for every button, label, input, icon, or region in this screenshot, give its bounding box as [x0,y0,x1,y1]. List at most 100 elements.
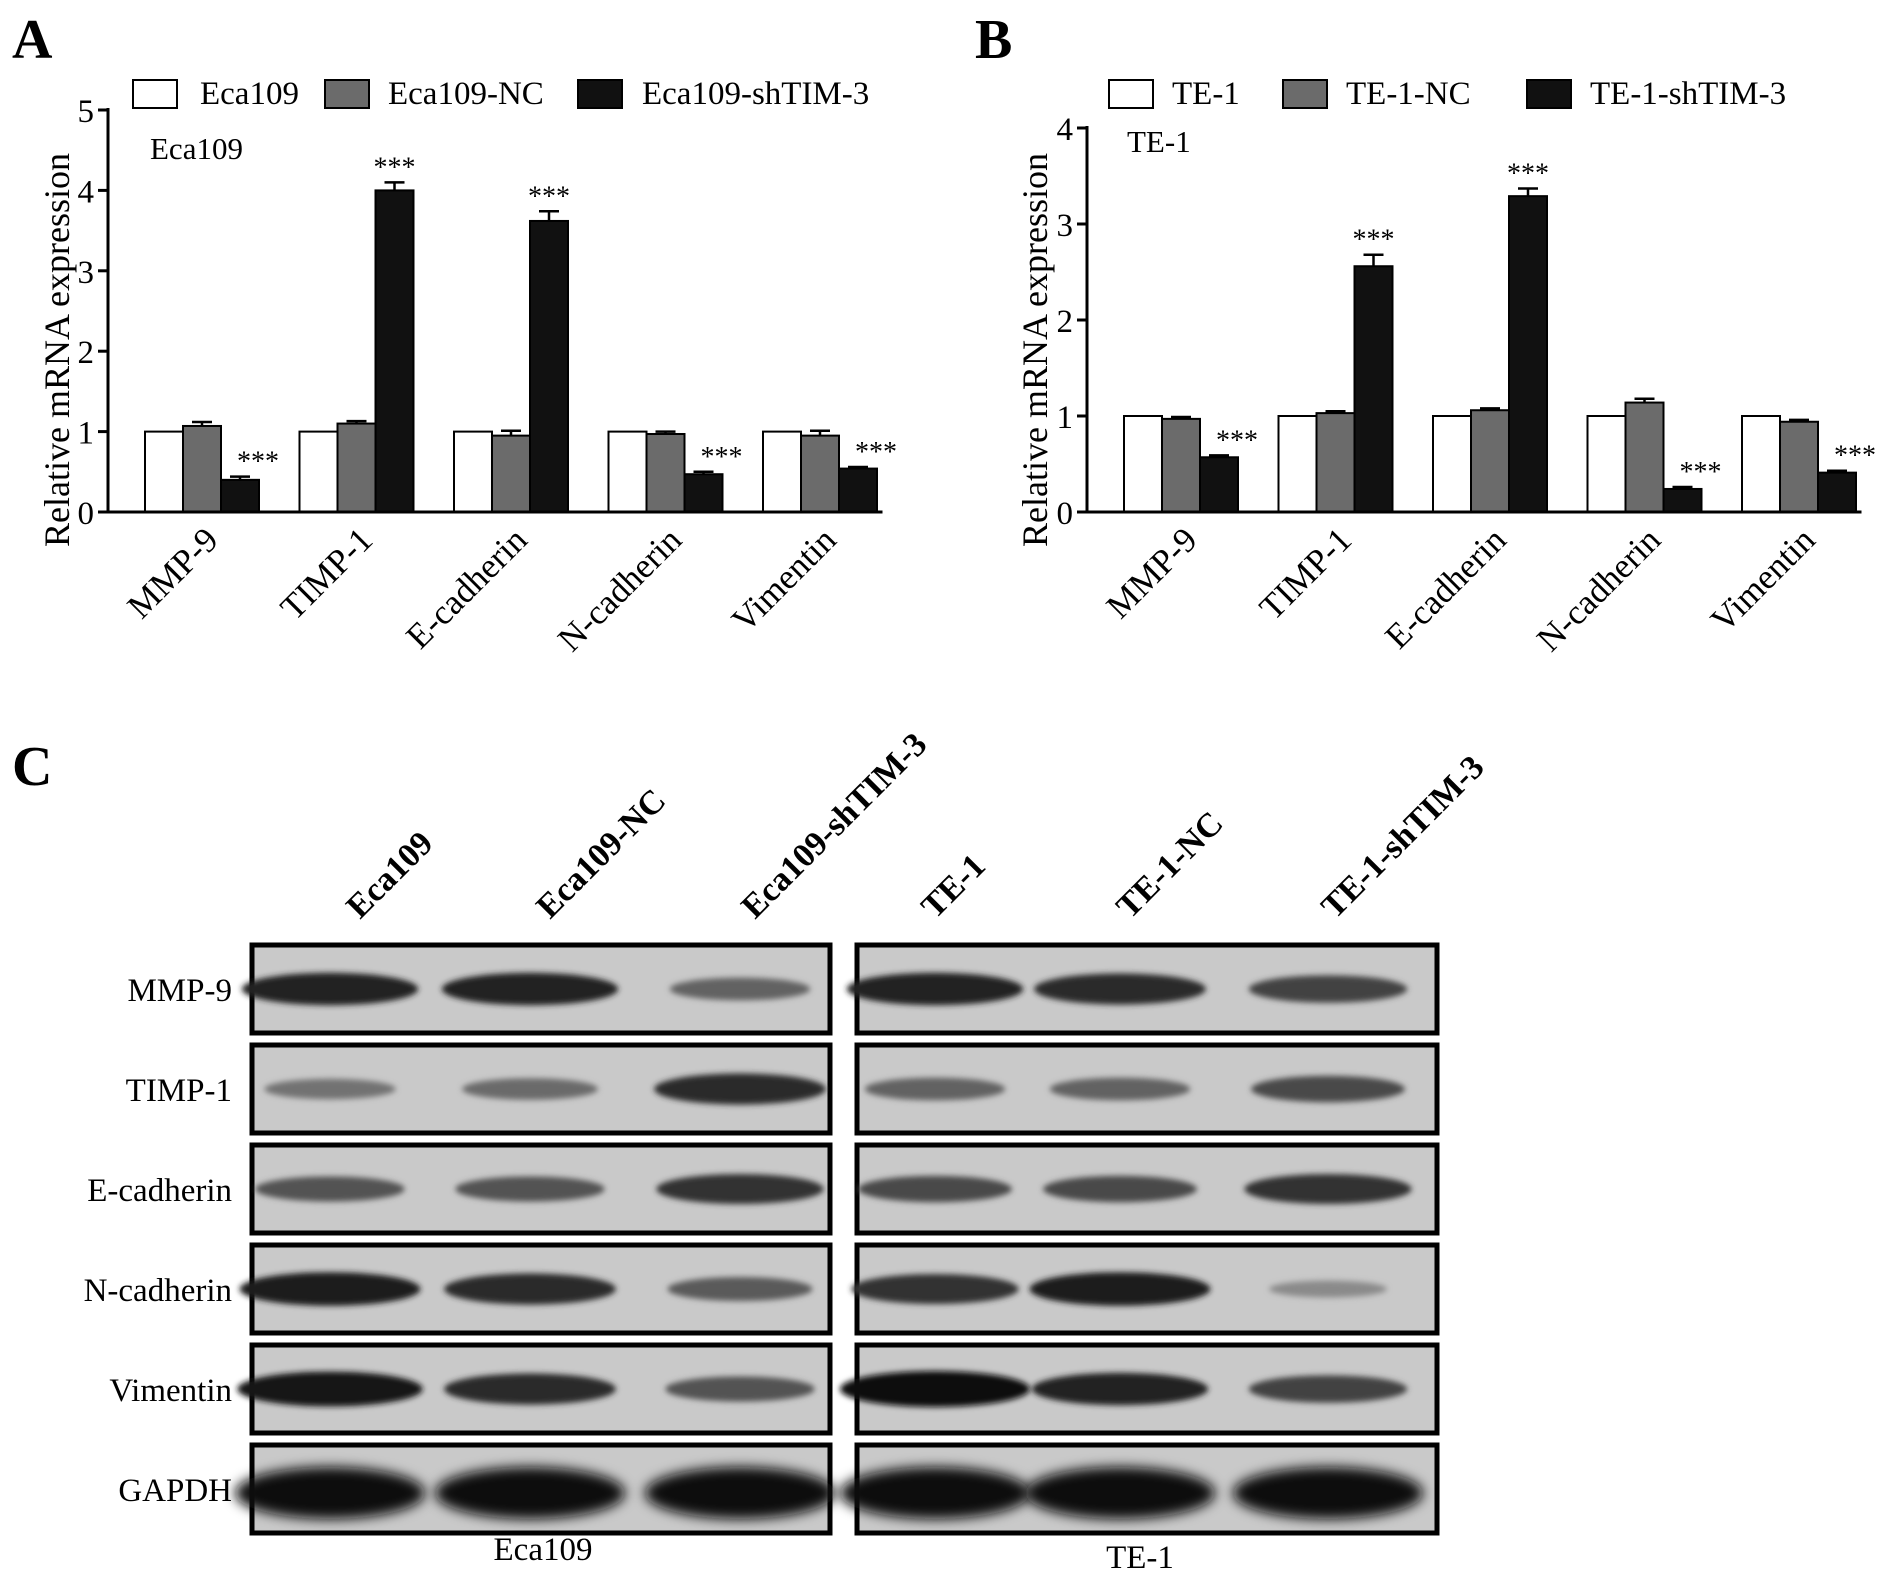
y-tick-label-a-3: 3 [78,255,95,291]
blot-strip-right-0 [846,942,1440,1036]
blot-caption-left: Eca109 [494,1532,593,1568]
significance-b-0: *** [1216,425,1258,456]
inner-label-b: TE-1 [1127,124,1191,159]
bar-a-0-2 [220,478,260,513]
blot-band-left-1-0 [264,1078,396,1100]
chart-a: Eca109 Eca109-NC Eca109-shTIM-3 Eca109 R… [37,76,897,659]
legend-label-b-2: TE-1-shTIM-3 [1590,76,1786,112]
category-label-a-2: E-cadherin [399,520,535,656]
blot-strip-right-5 [840,1442,1440,1536]
significance-a-2: *** [528,181,570,212]
blot-band-right-3-2 [1269,1280,1387,1298]
bar-a-0-0 [144,430,184,514]
bar-b-1-1 [1315,412,1356,513]
bar-b-2-1 [1470,409,1510,513]
inner-label-a: Eca109 [150,131,243,166]
significance-a-0: *** [237,447,279,478]
blot-band-right-0-1 [1034,973,1206,1005]
blot-band-left-2-1 [455,1176,605,1202]
blot-row-label-5: GAPDH [118,1473,232,1509]
blot-band-right-2-1 [1043,1175,1197,1203]
category-label-b-4: Vimentin [1703,520,1823,640]
lane-label-eca109-shtim3: Eca109-shTIM-3 [734,726,934,926]
category-label-a-4: Vimentin [724,520,844,640]
blot-band-right-5-2 [1233,1467,1423,1519]
bar-b-3-2 [1662,487,1703,513]
panel-label-c: C [12,736,52,798]
western-blot: Eca109 Eca109-NC Eca109-shTIM-3 TE-1 TE-… [84,726,1492,1576]
category-label-a-0: MMP-9 [120,520,226,626]
bar-a-3-2 [683,473,724,514]
blot-band-right-5-0 [840,1467,1030,1519]
y-tick-label-b-3: 3 [1057,208,1074,244]
lane-label-te1-nc: TE-1-NC [1109,805,1230,926]
bar-a-3-0 [607,430,648,514]
blot-band-right-1-0 [864,1077,1006,1101]
panel-label-b: B [975,9,1012,71]
bar-a-4-1 [800,434,840,513]
significance-a-4: *** [855,437,897,468]
y-tick-label-a-5: 5 [78,94,95,130]
legend-swatch-b-0 [1108,79,1154,109]
significance-b-2: *** [1507,158,1549,189]
blot-band-left-4-1 [444,1373,616,1405]
blot-strip-left-4 [237,1342,833,1436]
legend-swatch-a-0 [132,79,178,109]
blot-strip-left-0 [241,942,833,1036]
lane-label-te1-shtim3: TE-1-shTIM-3 [1314,749,1491,926]
blot-band-right-2-2 [1244,1174,1412,1204]
bar-a-1-0 [298,430,339,514]
blot-lane-labels-left: Eca109 Eca109-NC Eca109-shTIM-3 [339,726,934,926]
blot-band-right-4-0 [840,1371,1030,1407]
blot-lane-labels-right: TE-1 TE-1-NC TE-1-shTIM-3 [914,749,1491,926]
blot-band-right-4-2 [1248,1375,1408,1403]
blot-row-label-3: N-cadherin [84,1273,232,1309]
y-axis-label-b: Relative mRNA expression [1015,153,1055,547]
blot-band-right-5-1 [1025,1467,1215,1519]
y-tick-label-a-0: 0 [78,496,95,532]
lane-label-eca109: Eca109 [339,825,440,926]
legend-swatch-a-2 [577,79,623,109]
category-label-a-3: N-cadherin [550,520,689,659]
blot-band-left-1-2 [654,1073,826,1105]
blot-band-right-2-0 [858,1175,1012,1203]
legend-label-a-2: Eca109-shTIM-3 [642,76,869,112]
bar-b-0-0 [1123,415,1163,513]
bar-a-4-0 [762,430,802,514]
blot-row-label-2: E-cadherin [87,1173,232,1209]
y-tick-label-b-2: 2 [1057,304,1074,340]
legend-label-b-0: TE-1 [1172,76,1240,112]
blot-band-right-3-1 [1029,1272,1211,1306]
bar-b-2-2 [1508,195,1548,513]
bar-b-3-0 [1586,415,1627,513]
bar-a-1-2 [374,189,415,513]
blot-band-left-3-0 [239,1272,421,1306]
legend-swatch-b-1 [1282,79,1328,109]
bar-a-4-2 [838,467,878,514]
legend-b: TE-1 TE-1-NC TE-1-shTIM-3 [1108,76,1786,112]
blot-row-label-1: TIMP-1 [126,1073,232,1109]
legend-swatch-b-2 [1526,79,1572,109]
blot-band-left-5-2 [645,1467,835,1519]
blot-row-label-4: Vimentin [109,1373,232,1409]
legend-label-a-1: Eca109-NC [388,76,544,112]
blot-band-right-1-1 [1049,1077,1191,1101]
chart-b: TE-1 TE-1-NC TE-1-shTIM-3 TE-1 Relative … [1015,76,1876,659]
significance-b-4: *** [1834,441,1876,472]
blot-band-left-0-1 [441,972,619,1006]
y-tick-label-a-2: 2 [78,335,95,371]
blot-strip-left-1 [249,1042,833,1136]
significance-b-3: *** [1680,457,1722,488]
bar-b-1-2 [1353,265,1394,513]
blot-strip-right-1 [854,1042,1440,1136]
bar-b-4-0 [1741,415,1781,513]
blot-strip-left-3 [239,1242,833,1336]
significance-b-1: *** [1353,225,1395,256]
blot-band-left-5-0 [235,1467,425,1519]
panel-label-a: A [12,9,53,71]
bar-b-3-1 [1624,401,1665,513]
category-label-b-1: TIMP-1 [1252,520,1359,627]
y-tick-label-a-1: 1 [78,416,95,452]
category-label-b-3: N-cadherin [1529,520,1668,659]
bar-a-2-2 [529,219,569,513]
